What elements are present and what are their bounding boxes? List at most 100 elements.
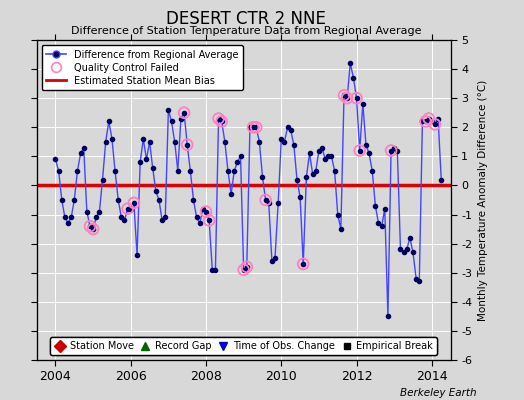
Point [299,261,308,267]
Point [387,147,395,154]
Point [334,211,342,218]
Point [318,144,326,151]
Point [236,153,245,160]
Point [58,197,66,203]
Point [287,127,295,133]
Point [189,197,198,203]
Point [368,168,376,174]
Point [243,264,251,270]
Point [431,121,439,128]
Point [299,261,308,267]
Point [421,118,430,125]
Point [183,142,191,148]
Text: Berkeley Earth: Berkeley Earth [400,388,477,398]
Point [396,246,405,253]
Point [293,176,301,183]
Point [434,115,442,122]
Point [296,194,304,200]
Point [415,278,423,285]
Point [437,176,445,183]
Point [418,118,427,125]
Point [346,60,354,66]
Point [155,197,163,203]
Point [117,214,126,221]
Point [409,249,417,256]
Point [121,217,129,224]
Point [64,220,72,226]
Point [105,118,113,125]
Point [195,220,204,226]
Point [95,208,104,215]
Point [217,118,226,125]
Point [151,188,160,194]
Point [108,136,116,142]
Point [86,223,94,229]
Point [199,206,207,212]
Point [92,214,101,221]
Point [255,139,264,145]
Point [54,168,63,174]
Point [224,168,232,174]
Point [371,203,379,209]
Point [343,95,351,101]
Point [352,95,361,101]
Point [214,115,223,122]
Point [180,110,188,116]
Point [70,197,79,203]
Point [61,214,69,221]
Point [51,156,60,162]
Point [230,168,238,174]
Point [390,144,398,151]
Point [89,226,97,232]
Point [239,267,248,273]
Point [145,139,154,145]
Point [268,258,276,264]
Point [148,165,157,171]
Point [133,252,141,258]
Point [431,121,439,128]
Point [211,267,220,273]
Point [86,223,94,229]
Point [358,101,367,107]
Point [239,267,248,273]
Point [136,159,144,165]
Point [374,220,383,226]
Point [124,206,132,212]
Point [161,214,169,221]
Point [80,144,88,151]
Text: Difference of Station Temperature Data from Regional Average: Difference of Station Temperature Data f… [71,26,421,36]
Point [315,147,323,154]
Point [252,124,260,130]
Point [340,92,348,98]
Point [428,118,436,125]
Point [324,153,333,160]
Point [130,200,138,206]
Point [67,214,75,221]
Point [167,118,176,125]
Point [205,217,213,224]
Point [130,200,138,206]
Y-axis label: Monthly Temperature Anomaly Difference (°C): Monthly Temperature Anomaly Difference (… [478,79,488,321]
Point [274,200,282,206]
Point [277,136,286,142]
Point [214,115,223,122]
Point [258,174,267,180]
Point [102,139,110,145]
Point [77,150,85,157]
Point [183,142,191,148]
Point [208,267,216,273]
Point [164,107,172,113]
Point [249,124,257,130]
Point [406,235,414,241]
Point [387,147,395,154]
Point [340,92,348,98]
Point [202,208,210,215]
Point [170,139,179,145]
Point [290,142,298,148]
Point [221,139,229,145]
Point [158,217,166,224]
Point [261,197,270,203]
Point [246,124,254,130]
Point [186,168,194,174]
Point [365,150,373,157]
